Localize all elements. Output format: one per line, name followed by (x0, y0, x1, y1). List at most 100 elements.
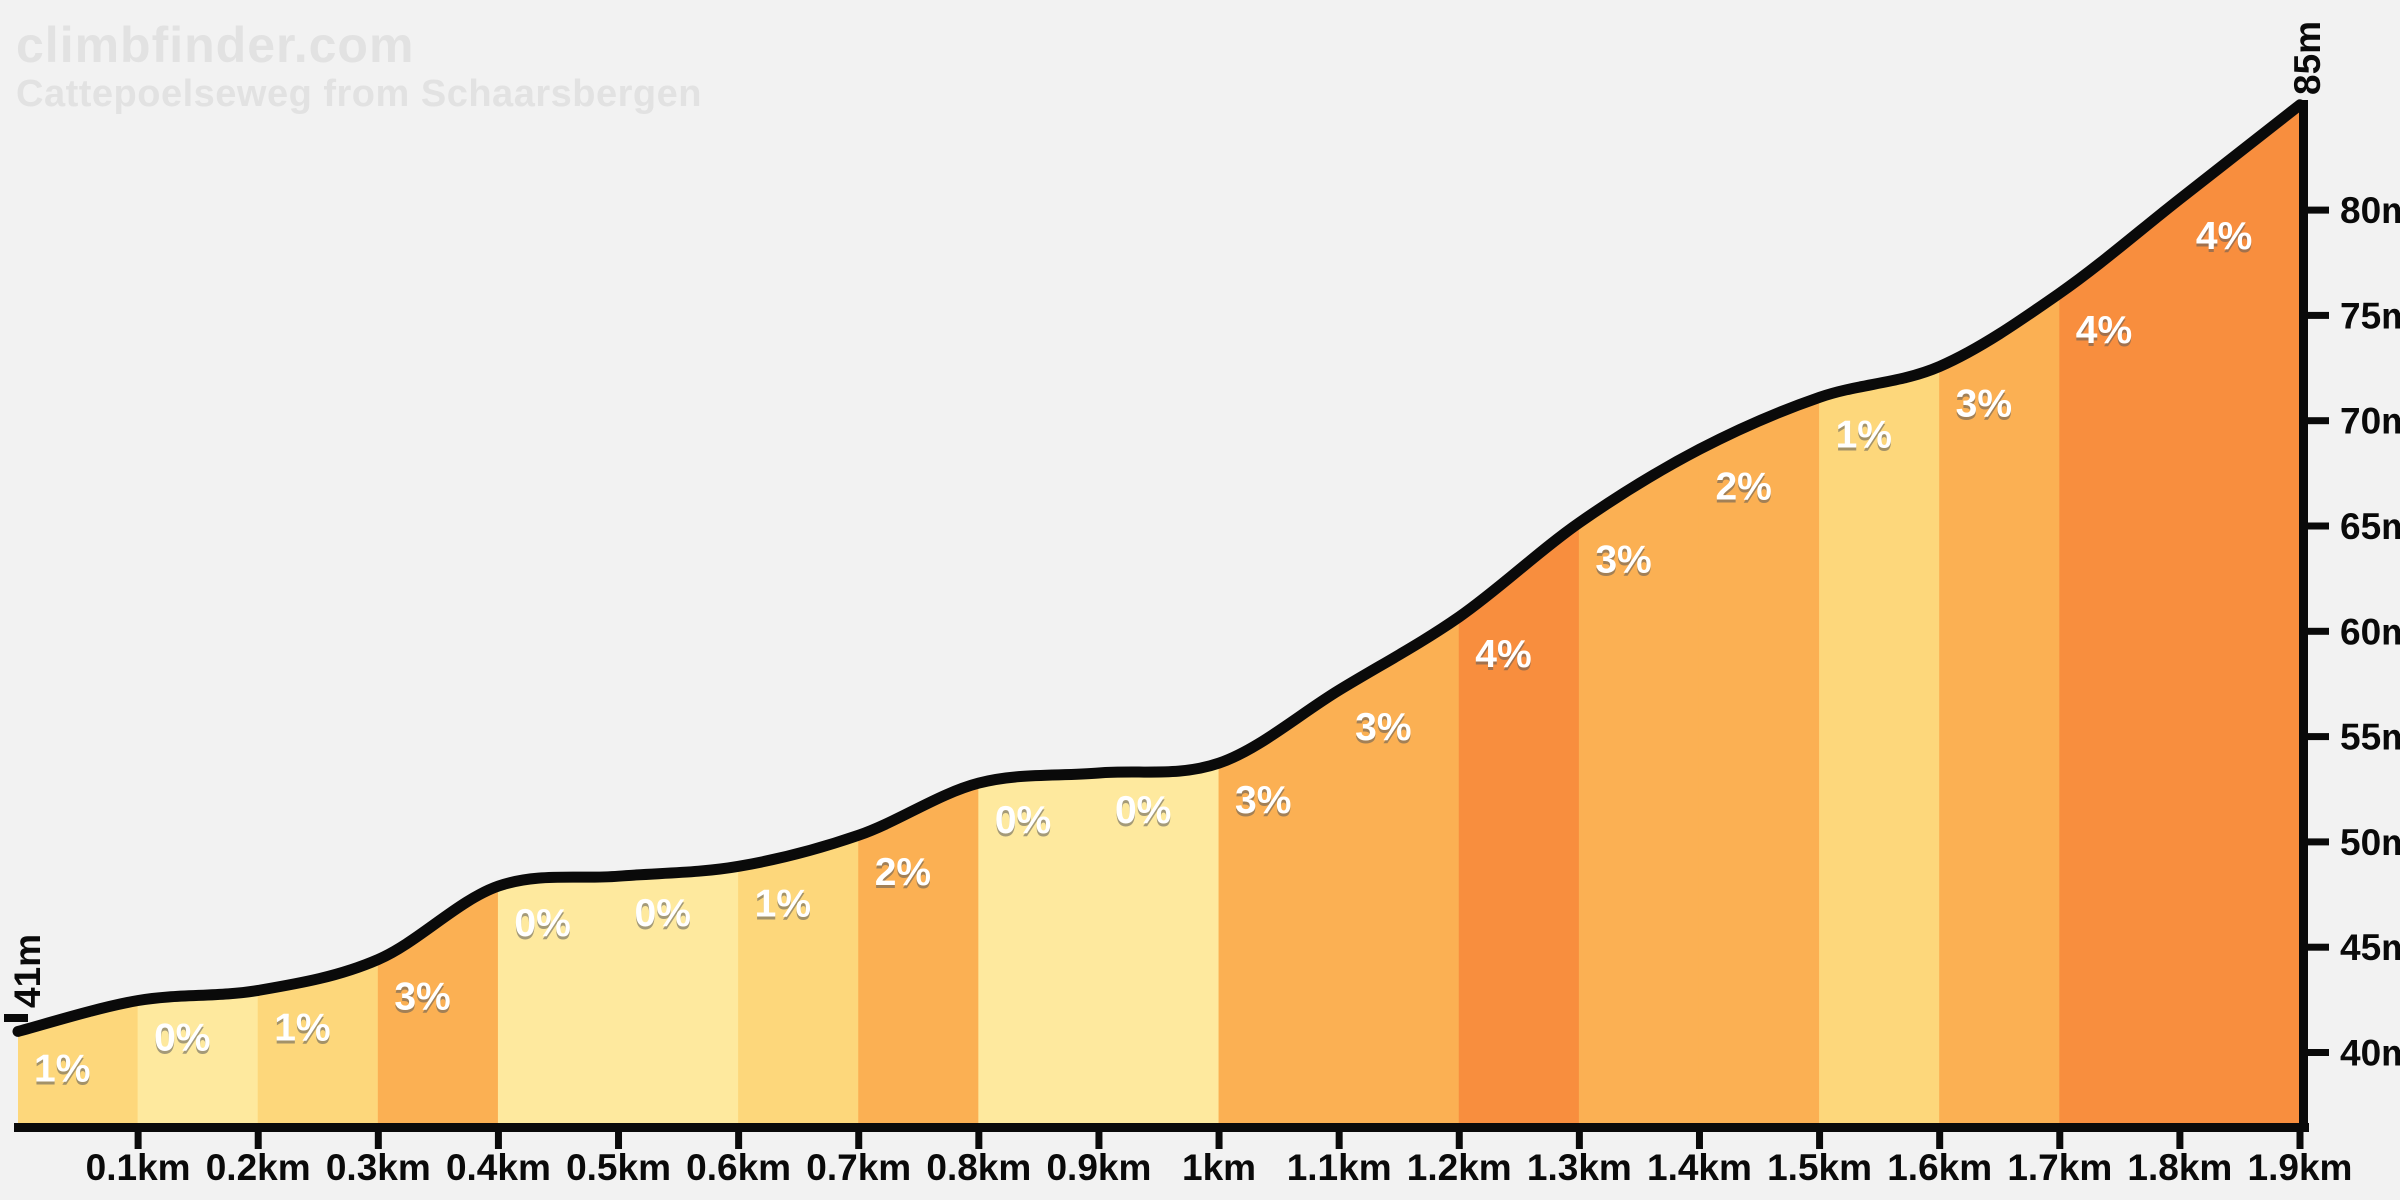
y-axis-tick (2308, 522, 2329, 530)
y-axis-tick-label: 55m (2340, 717, 2400, 758)
grade-label-shadow: 2% (875, 854, 931, 897)
grade-label: 3% (394, 975, 450, 1018)
y-axis-tick (2308, 417, 2329, 425)
grade-label-shadow: 2% (1715, 468, 1771, 511)
x-axis-tick (1575, 1131, 1583, 1149)
x-axis-tick-label: 0.2km (206, 1147, 311, 1188)
axes-layer: 0.1km 0.2km 0.3km 0.4km 0.5km 0.6km 0.7km 0.8km… (4, 21, 2400, 1188)
y-axis-tick (2308, 627, 2329, 635)
grade-label: 4% (2076, 309, 2132, 352)
x-axis-tick (1335, 1131, 1343, 1149)
grade-label-shadow: 4% (2196, 218, 2252, 261)
y-axis-tick (2308, 838, 2329, 846)
grade-label: 3% (1355, 706, 1411, 749)
elevation-curve (12, 99, 2306, 1037)
x-axis-tick (1095, 1131, 1103, 1149)
grade-label-shadow: 0% (995, 802, 1051, 845)
y-axis-tick (2308, 733, 2329, 741)
watermark-climb-name: Cattepoelseweg from Schaarsbergen (16, 73, 702, 115)
x-axis-tick (1695, 1131, 1703, 1149)
x-axis-tick (1816, 1131, 1824, 1149)
x-axis-tick-label: 0.3km (326, 1147, 431, 1188)
grade-label: 1% (274, 1006, 330, 1049)
grade-label-shadow: 4% (1475, 636, 1531, 679)
grade-label: 0% (514, 902, 570, 945)
grade-label-shadow: 3% (1956, 385, 2012, 428)
x-axis-tick (1455, 1131, 1463, 1149)
y-axis-tick-label: 50m (2340, 822, 2400, 863)
x-axis-tick-label: 1.4km (1647, 1147, 1752, 1188)
watermark-site-name: climbfinder.com (16, 17, 414, 73)
grade-label-shadow: 0% (635, 895, 691, 938)
gradient-area-fills (18, 104, 2300, 1132)
y-axis-tick (2308, 943, 2329, 951)
grade-label-shadow: 1% (34, 1050, 90, 1093)
x-axis-tick-label: 0.4km (446, 1147, 551, 1188)
grade-label: 0% (995, 799, 1051, 842)
y-axis-tick-label: 40m (2340, 1033, 2400, 1074)
grade-label: 0% (1115, 789, 1171, 832)
x-axis-tick (2056, 1131, 2064, 1149)
grade-label-shadow: 3% (1595, 542, 1651, 585)
grade-label: 1% (755, 882, 811, 925)
y-axis-tick-label: 60m (2340, 611, 2400, 652)
x-axis-tick-label: 1.3km (1527, 1147, 1632, 1188)
grade-label: 3% (1956, 382, 2012, 425)
grade-label: 0% (635, 892, 691, 935)
x-axis-tick-label: 1.7km (2007, 1147, 2112, 1188)
grade-label: 1% (1836, 413, 1892, 456)
x-axis-tick (2176, 1131, 2184, 1149)
elevation-curve-layer (12, 99, 2306, 1037)
grade-label-shadow: 0% (154, 1019, 210, 1062)
grade-label-shadow: 3% (394, 978, 450, 1021)
x-axis-tick-label: 1.5km (1767, 1147, 1872, 1188)
y-axis-tick-label: 70m (2340, 401, 2400, 442)
grade-label: 4% (2196, 215, 2252, 258)
start-elevation-label: 41m (7, 934, 48, 1008)
grade-label: 3% (1235, 779, 1291, 822)
x-axis-tick-label: 0.8km (926, 1147, 1031, 1188)
x-axis-tick-label: 1.8km (2127, 1147, 2232, 1188)
grade-label: 3% (1595, 539, 1651, 582)
x-axis-tick-label: 1.2km (1407, 1147, 1512, 1188)
y-axis-tick-label: 75m (2340, 295, 2400, 336)
x-axis-tick (374, 1131, 382, 1149)
grade-label: 1% (34, 1047, 90, 1090)
grade-label-shadow: 3% (1355, 709, 1411, 752)
y-axis-tick-label: 65m (2340, 506, 2400, 547)
x-axis-tick-label: 1.6km (1887, 1147, 1992, 1188)
grade-label: 0% (154, 1016, 210, 1059)
x-axis-tick (2296, 1131, 2304, 1149)
x-axis-tick (494, 1131, 502, 1149)
grade-label-shadow: 1% (274, 1009, 330, 1052)
grade-label-shadow: 0% (1115, 792, 1171, 835)
x-axis-tick-label: 0.9km (1046, 1147, 1151, 1188)
x-axis-line (14, 1123, 2309, 1132)
x-axis-tick-label: 0.7km (806, 1147, 911, 1188)
grade-label-shadow: 1% (1836, 416, 1892, 459)
segment-grade-labels: 1%1%0%0% 1%1%3%3%0%0% 0%0% 1%1%2%2%0%0% 0%0%… (34, 215, 2252, 1094)
x-axis-tick-label: 0.6km (686, 1147, 791, 1188)
grade-label-shadow: 0% (514, 905, 570, 948)
grade-label: 4% (1475, 633, 1531, 676)
x-axis-tick-label: 1km (1182, 1147, 1256, 1188)
grade-label: 2% (1715, 465, 1771, 508)
grade-label-shadow: 3% (1235, 782, 1291, 825)
x-axis-tick (975, 1131, 983, 1149)
end-elevation-label: 85m (2287, 21, 2328, 95)
grade-label-shadow: 4% (2076, 312, 2132, 355)
start-elevation-tick (4, 1014, 28, 1022)
y-axis-tick (2308, 206, 2329, 214)
x-axis-tick (1936, 1131, 1944, 1149)
grade-label: 2% (875, 851, 931, 894)
x-axis-tick (254, 1131, 262, 1149)
x-axis-tick-label: 0.1km (86, 1147, 191, 1188)
grade-label-shadow: 1% (755, 885, 811, 928)
x-axis-tick-label: 1.9km (2248, 1147, 2353, 1188)
y-axis-tick (2308, 1049, 2329, 1056)
x-axis-tick (134, 1131, 142, 1149)
x-axis-tick-label: 1.1km (1287, 1147, 1392, 1188)
x-axis-tick-label: 0.5km (566, 1147, 671, 1188)
